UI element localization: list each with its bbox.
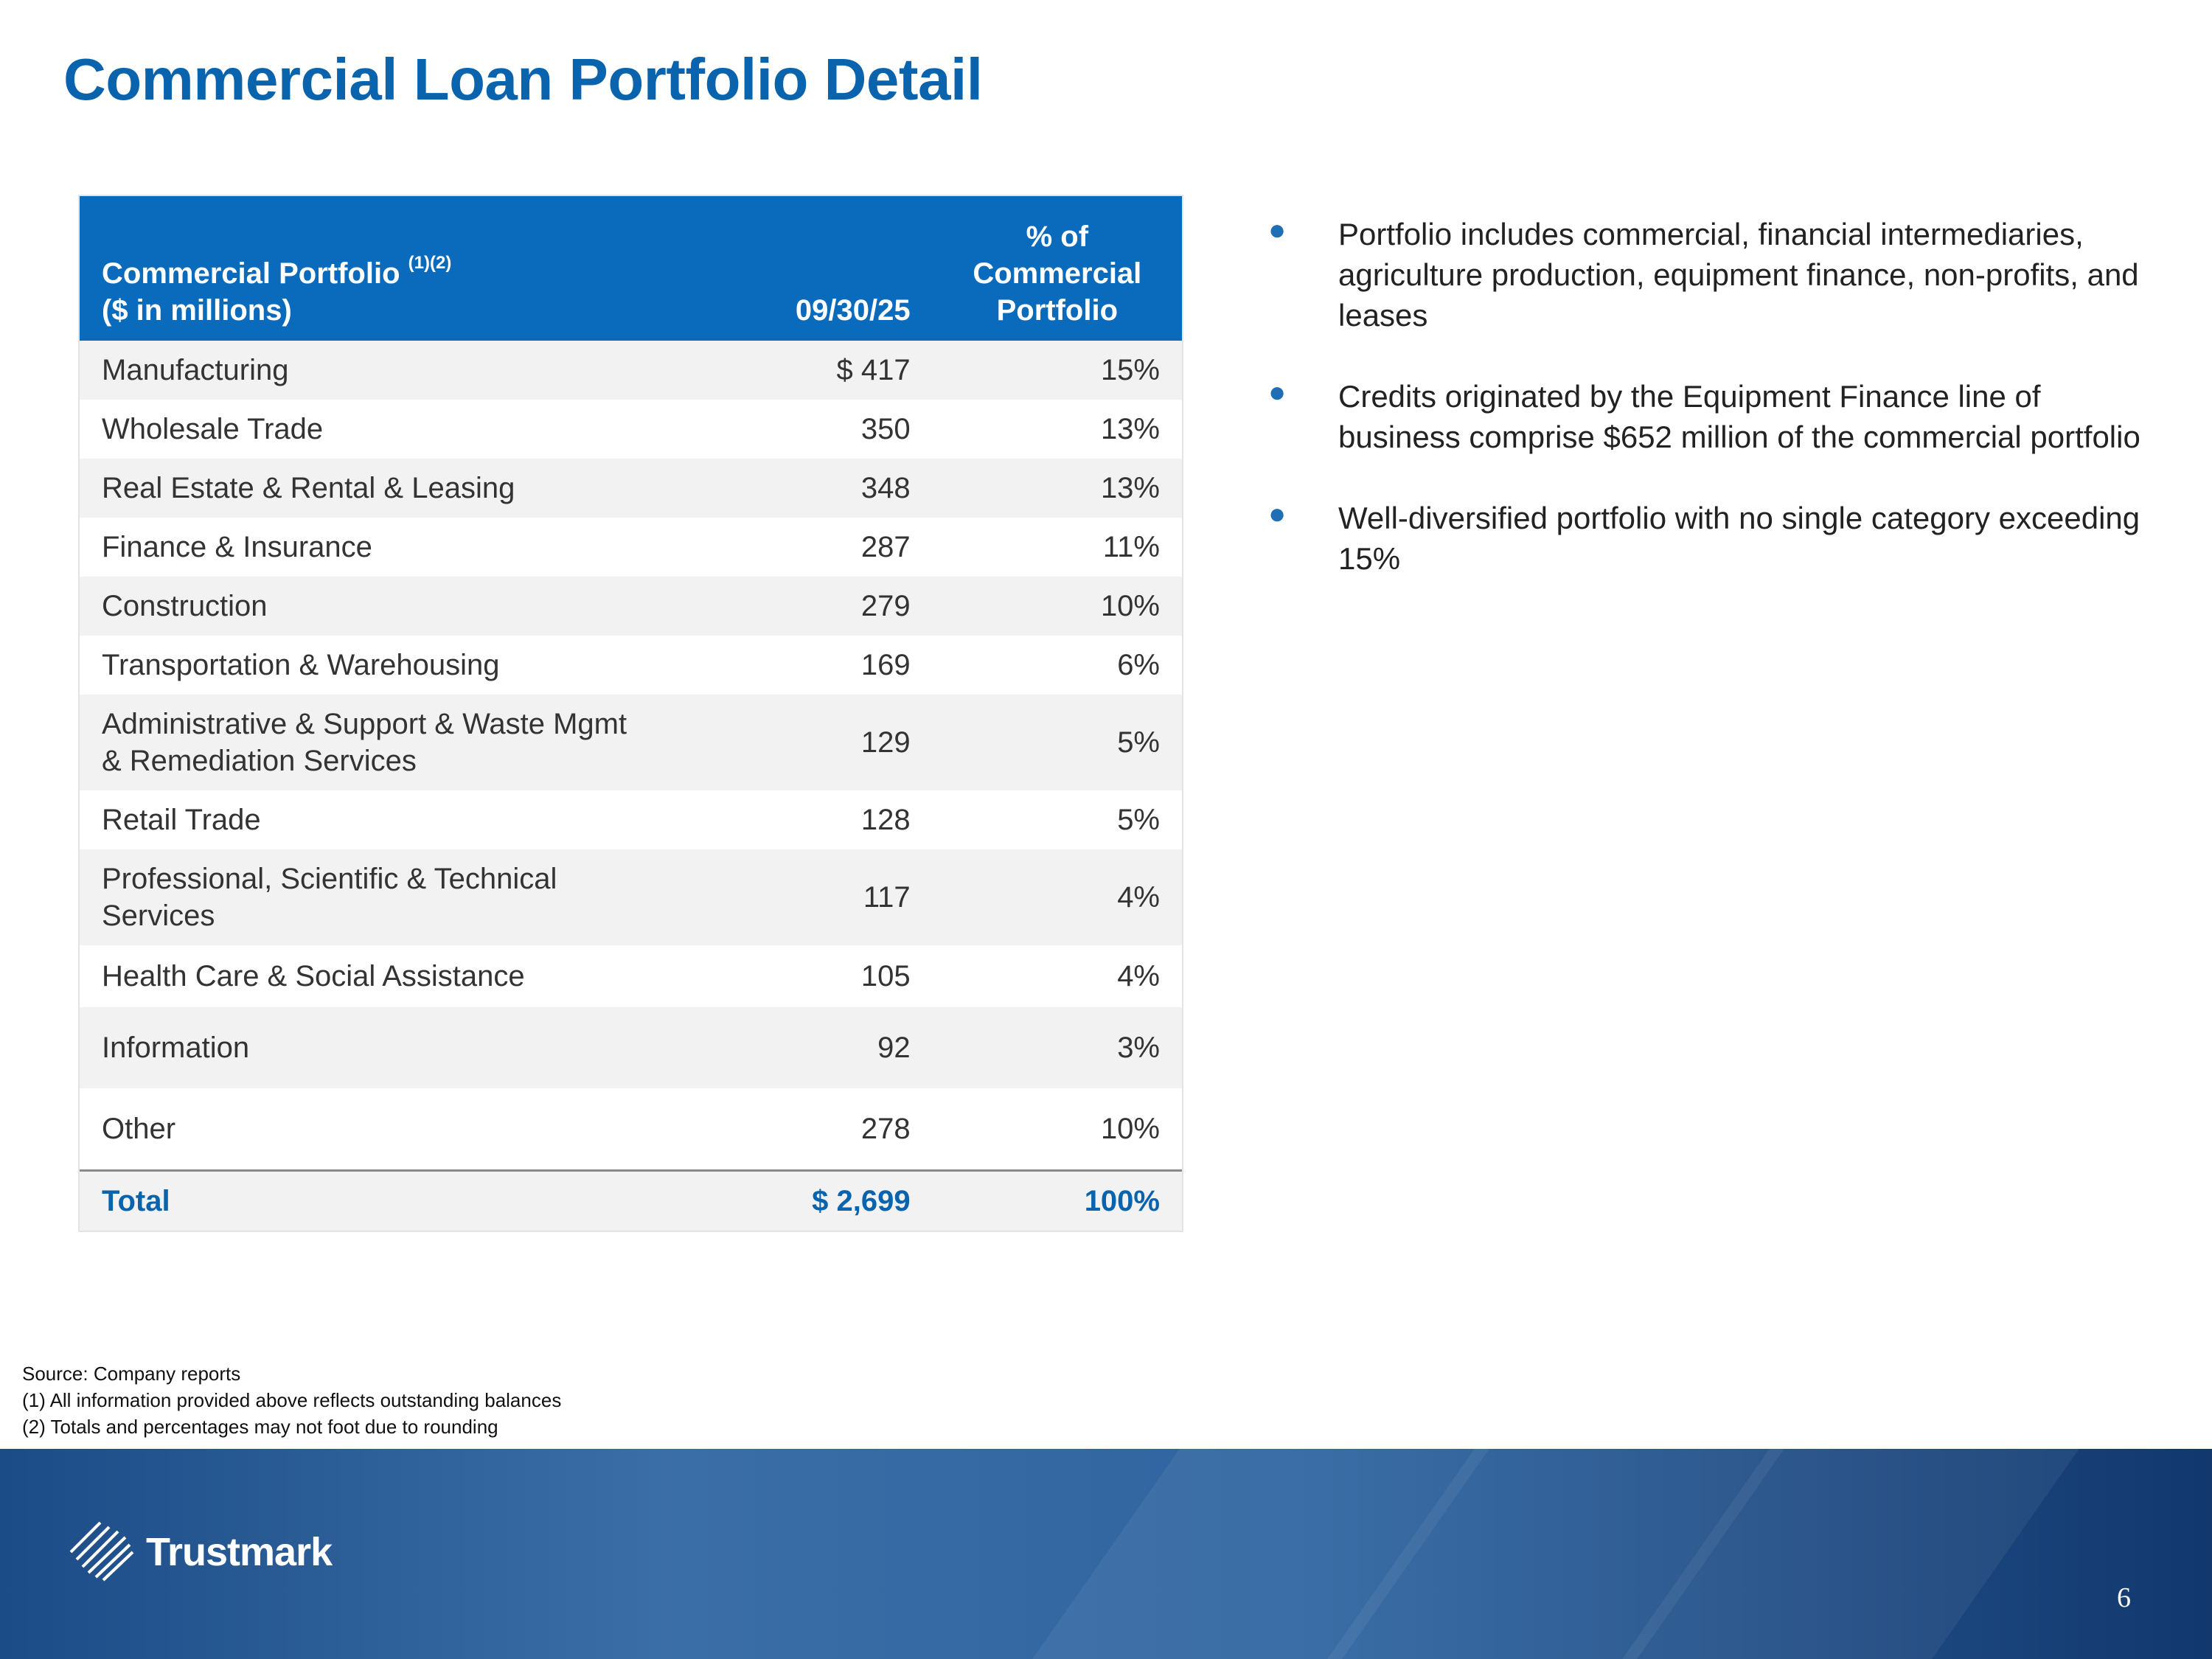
table-row: Other 278 10% (80, 1088, 1182, 1171)
bullet-item: ● Well-diversified portfolio with no sin… (1268, 498, 2140, 576)
footnote-marker: (1)(2) (408, 253, 452, 273)
header-commercial-portfolio: Commercial Portfolio (1)(2) ($ in millio… (80, 196, 747, 341)
footnote-2: (2) Totals and percentages may not foot … (22, 1416, 498, 1438)
page-title: Commercial Loan Portfolio Detail (63, 46, 983, 112)
row-value: 348 (746, 459, 933, 518)
table-total-row: Total $ 2,699 100% (80, 1169, 1182, 1231)
row-label: Manufacturing (80, 341, 747, 400)
row-percent: 15% (932, 341, 1182, 400)
row-label: Health Care & Social Assistance (80, 945, 747, 1007)
footer-banner: Trustmark 6 (0, 1449, 2212, 1659)
total-value: $ 2,699 (746, 1169, 933, 1231)
row-percent: 4% (932, 945, 1182, 1007)
row-value: 169 (746, 636, 933, 695)
row-label: Professional, Scientific & Technical Ser… (80, 849, 747, 945)
table-row: Professional, Scientific & Technical Ser… (80, 849, 1182, 945)
table-row: Manufacturing $ 417 15% (80, 341, 1182, 400)
table-row: Information 92 3% (80, 1007, 1182, 1088)
row-value: 128 (746, 790, 933, 849)
row-percent: 13% (932, 400, 1182, 459)
row-value: 105 (746, 945, 933, 1007)
trustmark-logo-icon (69, 1521, 134, 1582)
footnote-1: (1) All information provided above refle… (22, 1389, 562, 1411)
table-row: Retail Trade 128 5% (80, 790, 1182, 849)
page-number: 6 (2117, 1582, 2131, 1613)
row-label: Wholesale Trade (80, 400, 747, 459)
summary-bullets: ● Portfolio includes commercial, financi… (1268, 214, 2146, 619)
table-row: Construction 279 10% (80, 577, 1182, 636)
header-percent: % of Commercial Portfolio (932, 196, 1182, 341)
bullet-item: ● Portfolio includes commercial, financi… (1268, 214, 2139, 333)
row-percent: 6% (932, 636, 1182, 695)
row-value: 279 (746, 577, 933, 636)
row-value: 117 (746, 849, 933, 945)
row-value: $ 417 (746, 341, 933, 400)
row-percent: 10% (932, 1088, 1182, 1171)
row-percent: 5% (932, 790, 1182, 849)
bullet-item: ● Credits originated by the Equipment Fi… (1268, 376, 2140, 454)
table-row: Health Care & Social Assistance 105 4% (80, 945, 1182, 1007)
row-label: Construction (80, 577, 747, 636)
row-label: Administrative & Support & Waste Mgmt & … (80, 695, 747, 790)
table-row: Finance & Insurance 287 11% (80, 518, 1182, 577)
table-row: Wholesale Trade 350 13% (80, 400, 1182, 459)
table-header-row: Commercial Portfolio (1)(2) ($ in millio… (80, 196, 1182, 341)
row-value: 287 (746, 518, 933, 577)
row-percent: 4% (932, 849, 1182, 945)
row-value: 92 (746, 1007, 933, 1088)
bullet-dot-icon: ● (1268, 498, 1287, 530)
bullet-dot-icon: ● (1268, 376, 1287, 408)
table-row: Transportation & Warehousing 169 6% (80, 636, 1182, 695)
row-value: 129 (746, 695, 933, 790)
header-date: 09/30/25 (746, 196, 933, 341)
footnotes: Source: Company reports (1) All informat… (22, 1360, 561, 1440)
row-label: Finance & Insurance (80, 518, 747, 577)
row-label: Information (80, 1007, 747, 1088)
row-label: Retail Trade (80, 790, 747, 849)
row-label: Real Estate & Rental & Leasing (80, 459, 747, 518)
row-percent: 3% (932, 1007, 1182, 1088)
row-percent: 13% (932, 459, 1182, 518)
row-percent: 10% (932, 577, 1182, 636)
table-row: Real Estate & Rental & Leasing 348 13% (80, 459, 1182, 518)
row-label: Other (80, 1088, 747, 1171)
table-row: Administrative & Support & Waste Mgmt & … (80, 695, 1182, 790)
total-percent: 100% (932, 1169, 1182, 1231)
row-value: 278 (746, 1088, 933, 1171)
logo-wordmark: Trustmark (146, 1530, 333, 1574)
row-percent: 5% (932, 695, 1182, 790)
commercial-portfolio-table: Commercial Portfolio (1)(2) ($ in millio… (80, 196, 1182, 1231)
company-logo: Trustmark (63, 1515, 333, 1589)
total-label: Total (80, 1169, 747, 1231)
bullet-dot-icon: ● (1268, 214, 1287, 246)
row-percent: 11% (932, 518, 1182, 577)
source-note: Source: Company reports (22, 1363, 241, 1385)
row-value: 350 (746, 400, 933, 459)
row-label: Transportation & Warehousing (80, 636, 747, 695)
